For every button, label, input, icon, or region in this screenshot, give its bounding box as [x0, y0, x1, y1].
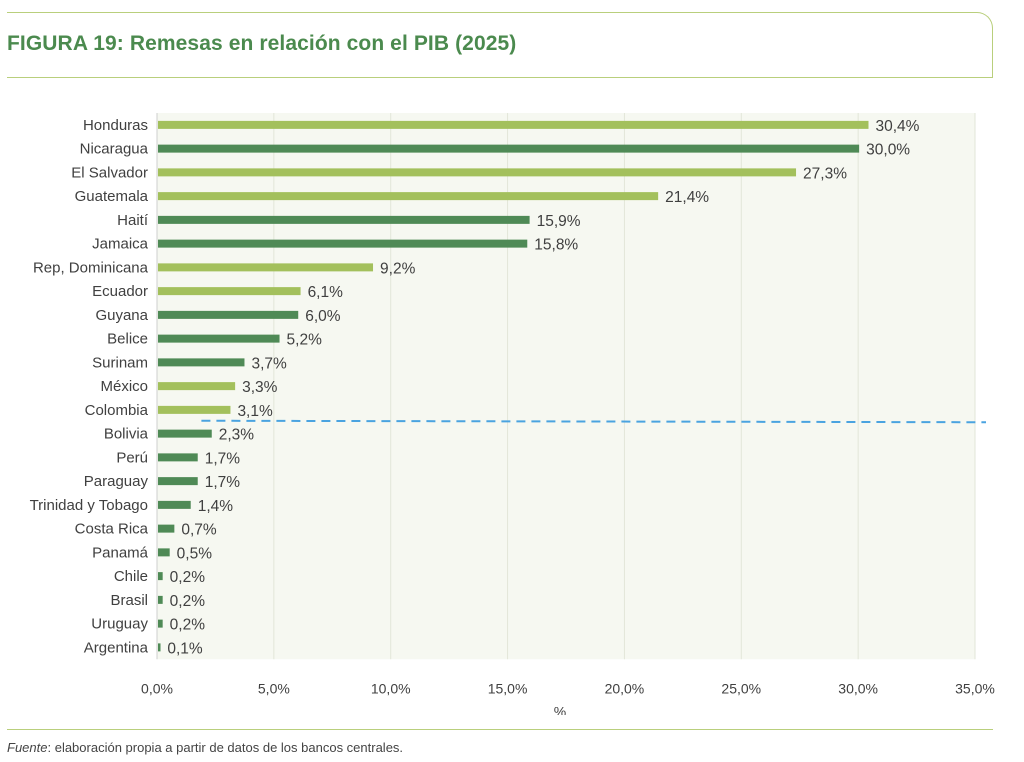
x-tick-label: 35,0%	[955, 680, 995, 696]
value-label: 0,2%	[170, 617, 206, 634]
bar	[158, 287, 301, 296]
value-label: 15,9%	[537, 213, 581, 230]
bar	[158, 239, 528, 248]
bar	[158, 263, 374, 272]
bar	[158, 572, 163, 581]
value-label: 0,1%	[167, 640, 203, 657]
x-tick-label: 25,0%	[721, 680, 761, 696]
remittances-bar-chart: 0,0% 5,0% 10,0% 15,0% 20,0% 25,0% 30,0% 35,0%% H…	[30, 113, 995, 715]
value-label: 6,1%	[308, 284, 344, 301]
bar	[158, 524, 175, 533]
value-label: 0,7%	[181, 522, 217, 539]
value-label: 1,4%	[198, 498, 234, 515]
bar	[158, 192, 659, 201]
category-label: Honduras	[83, 117, 148, 134]
x-tick-label: 10,0%	[371, 680, 411, 696]
bar	[158, 382, 236, 391]
category-label: Paraguay	[84, 473, 149, 490]
header-frame	[7, 12, 993, 78]
bar	[158, 405, 231, 414]
bar	[158, 358, 245, 367]
bar	[158, 168, 797, 177]
x-tick-label: 5,0%	[258, 680, 290, 696]
value-label: 9,2%	[380, 260, 416, 277]
value-label: 27,3%	[803, 165, 847, 182]
x-tick-label: 20,0%	[605, 680, 645, 696]
category-label: Costa Rica	[75, 521, 149, 538]
value-label: 0,2%	[170, 593, 206, 610]
category-label: Ecuador	[92, 283, 148, 300]
bar	[158, 619, 163, 628]
category-label: Brasil	[110, 592, 148, 609]
category-label: Guatemala	[75, 188, 149, 205]
bar	[158, 334, 280, 343]
x-tick-label: 15,0%	[488, 680, 528, 696]
category-label: Bolivia	[104, 426, 149, 443]
value-label: 1,7%	[205, 450, 241, 467]
category-label: Guyana	[95, 307, 148, 324]
bar	[158, 477, 198, 486]
category-label: El Salvador	[71, 164, 148, 181]
figure-title: FIGURA 19: Remesas en relación con el PI…	[7, 32, 517, 55]
bar	[158, 144, 860, 153]
value-label: 1,7%	[205, 474, 241, 491]
plot-area	[157, 113, 975, 660]
value-label: 30,0%	[866, 142, 910, 159]
bar	[158, 643, 161, 652]
x-axis-title: %	[554, 703, 566, 715]
source-label: Fuente	[7, 740, 48, 755]
category-label: Haití	[117, 212, 149, 229]
value-label: 3,3%	[242, 379, 278, 396]
category-label: Colombia	[85, 402, 149, 419]
value-label: 0,2%	[170, 569, 206, 586]
value-label: 3,7%	[251, 355, 287, 372]
bar	[158, 429, 212, 438]
bar	[158, 215, 530, 224]
source-note: Fuente: elaboración propia a partir de d…	[7, 740, 403, 755]
bar	[158, 453, 198, 462]
category-label: Perú	[116, 449, 148, 466]
category-label: México	[100, 378, 148, 395]
category-label: Nicaragua	[80, 141, 149, 158]
category-label: Panamá	[92, 544, 149, 561]
value-label: 3,1%	[237, 403, 273, 420]
value-label: 15,8%	[534, 237, 578, 254]
source-text: : elaboración propia a partir de datos d…	[47, 740, 404, 755]
bar	[158, 500, 191, 509]
category-label: Belice	[107, 331, 148, 348]
category-label: Uruguay	[91, 616, 148, 633]
bar	[158, 310, 299, 319]
category-label: Jamaica	[92, 236, 149, 253]
bar	[158, 548, 170, 557]
category-label: Argentina	[84, 639, 149, 656]
value-label: 2,3%	[219, 427, 255, 444]
threshold-line	[201, 419, 987, 424]
value-label: 5,2%	[287, 332, 323, 349]
category-label: Trinidad y Tobago	[30, 497, 148, 514]
category-label: Rep, Dominicana	[33, 259, 149, 276]
value-label: 0,5%	[177, 545, 213, 562]
footer-rule	[7, 729, 993, 730]
bar	[158, 120, 869, 129]
value-label: 6,0%	[305, 308, 341, 325]
category-label: Chile	[114, 568, 148, 585]
category-label: Surinam	[92, 354, 148, 371]
value-label: 30,4%	[875, 118, 919, 135]
x-tick-label: 30,0%	[838, 680, 878, 696]
bar	[158, 595, 163, 604]
x-tick-label: 0,0%	[141, 680, 173, 696]
value-label: 21,4%	[665, 189, 709, 206]
